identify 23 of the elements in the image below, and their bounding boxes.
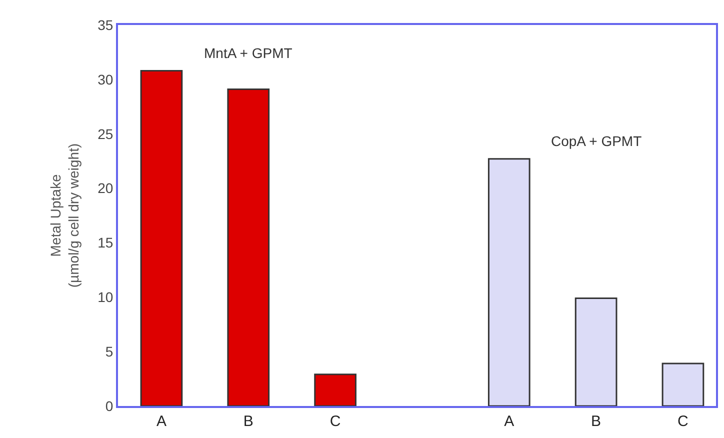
- bar: [314, 374, 356, 406]
- x-tick-label: B: [591, 413, 602, 430]
- x-tick-label: C: [678, 413, 689, 430]
- bar: [574, 297, 618, 406]
- x-tick-label: C: [330, 413, 341, 430]
- y-tick-label: 5: [105, 343, 114, 360]
- y-tick-label: 35: [98, 16, 114, 33]
- y-tick-label: 10: [98, 289, 114, 306]
- bar: [488, 158, 530, 406]
- bar: [140, 70, 183, 406]
- x-tick-label: A: [504, 413, 514, 430]
- series-label: MntA + GPMT: [204, 45, 293, 61]
- bar: [662, 362, 704, 406]
- x-tick-label: A: [156, 413, 166, 430]
- bar: [227, 88, 270, 406]
- y-axis-title: Metal Uptake (µmol/g cell dry weight): [48, 143, 82, 288]
- series-label: CopA + GPMT: [551, 133, 642, 149]
- y-tick-label: 0: [105, 398, 114, 414]
- x-tick-label: B: [243, 413, 254, 430]
- y-tick-label: 20: [98, 180, 114, 196]
- y-tick-label: 25: [98, 126, 114, 142]
- y-tick-label: 30: [98, 71, 114, 88]
- y-tick-label: 15: [98, 234, 114, 251]
